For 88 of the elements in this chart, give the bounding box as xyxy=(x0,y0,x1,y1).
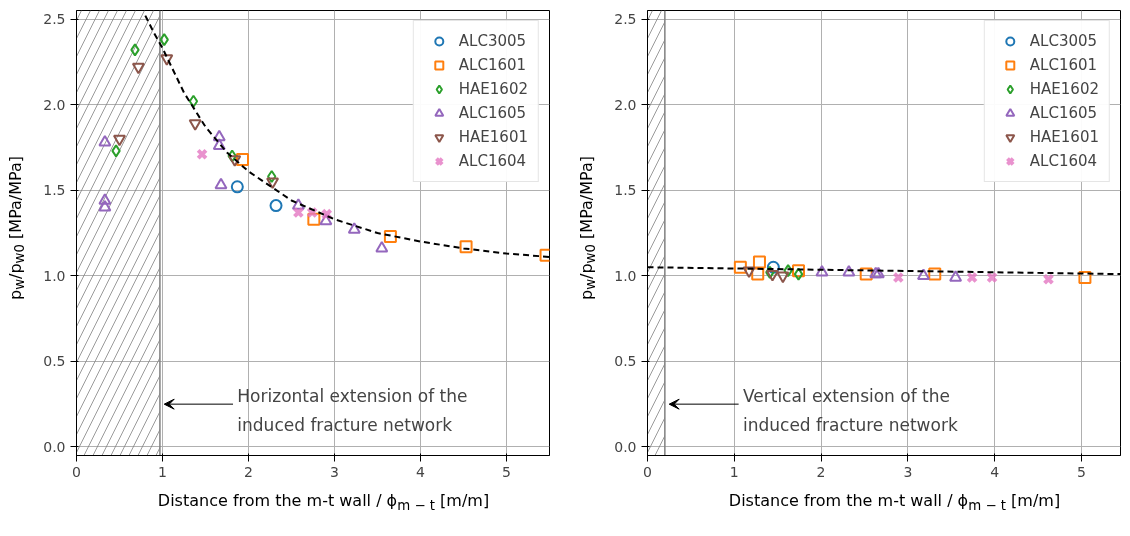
point xyxy=(383,229,397,243)
point xyxy=(307,212,321,226)
point xyxy=(267,170,277,184)
point xyxy=(98,193,112,205)
point xyxy=(291,198,305,210)
point xyxy=(776,271,790,284)
point xyxy=(375,241,389,253)
point xyxy=(928,267,942,281)
point xyxy=(235,152,249,166)
x-tick-label: 3 xyxy=(330,463,339,480)
legend-label: ALC1604 xyxy=(458,152,527,170)
point xyxy=(752,255,766,269)
point xyxy=(227,149,237,163)
legend-label: ALC1601 xyxy=(458,56,527,74)
point xyxy=(269,199,283,213)
point xyxy=(212,129,226,142)
y-tick-label: 1.0 xyxy=(614,267,637,284)
point xyxy=(892,271,905,284)
point xyxy=(916,268,930,280)
y-tick-label: 0.0 xyxy=(614,438,637,455)
x-tick-label: 0 xyxy=(643,463,652,480)
point xyxy=(266,177,280,189)
legend-label: HAE1601 xyxy=(458,128,528,146)
legend-label: ALC1604 xyxy=(1029,152,1098,170)
point xyxy=(815,265,829,277)
x-tick-label: 1 xyxy=(158,463,167,480)
band-label: Vertical extension of the induced fracture network xyxy=(742,385,958,435)
legend-label: ALC1605 xyxy=(1029,104,1098,122)
legend-label: HAE1602 xyxy=(1029,80,1099,98)
y-tick-label: 0.0 xyxy=(43,438,66,455)
point xyxy=(188,119,202,131)
point xyxy=(1042,273,1055,286)
band-label: Horizontal extension of the induced fracture network xyxy=(237,385,468,435)
point xyxy=(212,138,226,150)
point xyxy=(765,265,775,279)
x-axis-title: Distance from the m-t wall / ϕ$_{m − t}$ [m/m] xyxy=(728,490,1061,516)
point xyxy=(783,264,793,278)
point xyxy=(113,134,126,147)
point xyxy=(230,180,244,194)
y-tick-label: 0.5 xyxy=(43,353,66,370)
x-tick-label: 4 xyxy=(990,463,1000,480)
point xyxy=(765,269,779,282)
point xyxy=(459,240,473,254)
y-tick-label: 2.0 xyxy=(43,96,66,113)
point xyxy=(966,271,978,284)
y-tick-label: 2.0 xyxy=(614,96,637,113)
x-tick-label: 2 xyxy=(244,463,253,480)
x-tick-label: 2 xyxy=(816,463,826,480)
point xyxy=(733,260,747,274)
point xyxy=(986,271,998,284)
legend-label: ALC1601 xyxy=(1029,56,1098,74)
point xyxy=(228,155,242,167)
point xyxy=(766,260,780,274)
point xyxy=(842,265,856,277)
x-tick-label: 5 xyxy=(1076,463,1086,480)
y-tick-label: 1.5 xyxy=(614,182,637,199)
legend-label: ALC3005 xyxy=(458,32,527,50)
y-tick-label: 1.5 xyxy=(43,182,66,199)
point xyxy=(188,94,199,108)
point xyxy=(160,54,174,66)
point xyxy=(347,222,361,234)
x-tick-label: 0 xyxy=(72,463,81,480)
y-tick-label: 2.5 xyxy=(43,11,66,28)
point xyxy=(742,266,756,278)
point xyxy=(131,62,145,75)
legend-label: HAE1601 xyxy=(1029,128,1099,146)
point xyxy=(751,267,765,281)
point xyxy=(98,134,112,147)
point xyxy=(159,33,169,47)
legend-label: ALC1605 xyxy=(458,104,527,122)
point xyxy=(111,144,121,158)
x-tick-label: 3 xyxy=(903,463,913,480)
point xyxy=(196,148,208,161)
point xyxy=(214,177,228,190)
x-tick-label: 4 xyxy=(416,463,426,480)
y-tick-label: 1.0 xyxy=(43,267,66,284)
point xyxy=(859,267,873,281)
x-axis-title: Distance from the m-t wall / ϕ$_{m − t}$ [m/m] xyxy=(157,490,490,516)
point xyxy=(98,199,112,212)
legend-label: ALC3005 xyxy=(1029,32,1098,50)
x-tick-label: 5 xyxy=(502,463,511,480)
y-tick-label: 0.5 xyxy=(614,353,637,370)
y-tick-label: 2.5 xyxy=(614,11,637,28)
point xyxy=(949,270,963,282)
point xyxy=(1078,271,1092,284)
point xyxy=(130,43,140,57)
x-tick-label: 1 xyxy=(729,463,739,480)
legend-label: HAE1602 xyxy=(458,80,528,98)
